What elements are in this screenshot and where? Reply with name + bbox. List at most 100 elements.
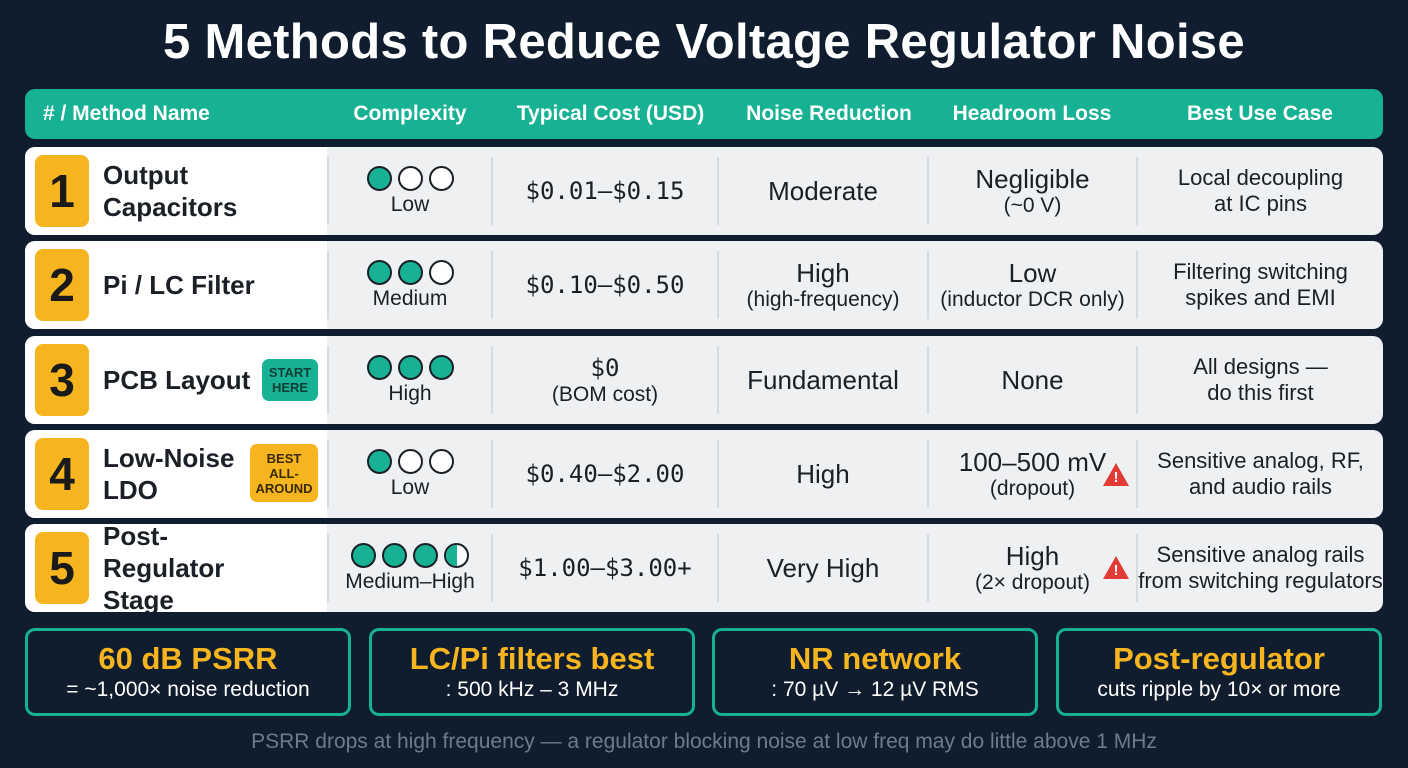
method-name: Pi / LC Filter [103, 241, 273, 329]
page-title: 5 Methods to Reduce Voltage Regulator No… [163, 15, 1245, 69]
filled-circle-icon [366, 354, 392, 380]
method-name: Low-Noise LDO [103, 430, 273, 518]
noise-reduction-cell: Very High [719, 524, 927, 612]
best-all-around-tag: BEST ALL- AROUND [250, 444, 318, 502]
complexity-cell: Medium–High [329, 524, 491, 612]
callout-title: LC/Pi filters best [409, 641, 655, 676]
column-divider [1136, 251, 1138, 319]
use-case-cell: Filtering switching spikes and EMI [1138, 241, 1383, 329]
column-divider [927, 534, 929, 602]
header-headroom: Headroom Loss [952, 102, 1112, 125]
method-number: 1 [35, 155, 89, 227]
callout-title: 60 dB PSRR [98, 641, 278, 676]
headroom-cell: Low (inductor DCR only) [929, 241, 1136, 329]
column-divider [927, 251, 929, 319]
cost-note: (BOM cost) [551, 383, 659, 406]
column-divider [491, 157, 493, 225]
filled-circle-icon [366, 448, 392, 474]
complexity-label: High [388, 381, 432, 405]
column-divider [927, 440, 929, 508]
cost-cell: $0.01–$0.15 [493, 147, 717, 235]
column-divider [491, 534, 493, 602]
callout-subtitle: = ~1,000× noise reduction [66, 678, 310, 701]
filled-circle-icon [428, 354, 454, 380]
headroom-note: (dropout) [989, 477, 1076, 500]
headroom-cell: 100–500 mV (dropout) [929, 430, 1136, 518]
empty-circle-icon [428, 259, 454, 285]
empty-circle-icon [428, 165, 454, 191]
column-divider [1136, 346, 1138, 414]
complexity-label: Low [390, 192, 430, 216]
method-name: PCB Layout [103, 336, 273, 424]
headroom-value: 100–500 mV [958, 447, 1107, 477]
column-divider [327, 440, 329, 508]
noise-reduction-cell: Moderate [719, 147, 927, 235]
headroom-value: Negligible [975, 164, 1090, 194]
headroom-cell: Negligible (~0 V) [929, 147, 1136, 235]
filled-circle-icon [397, 259, 423, 285]
filled-circle-icon [366, 165, 392, 191]
complexity-rating [366, 259, 454, 285]
noise-reduction-value: High [796, 459, 850, 489]
complexity-label: Medium–High [345, 569, 475, 593]
warning-icon [1103, 463, 1129, 486]
headroom-value: High [1005, 541, 1060, 571]
noise-reduction-cell: High [719, 430, 927, 518]
filled-circle-icon [413, 542, 438, 568]
headroom-note: (~0 V) [1003, 194, 1062, 217]
use-case-cell: Sensitive analog rails from switching re… [1138, 524, 1383, 612]
empty-circle-icon [397, 165, 423, 191]
callout-title: Post-regulator [1113, 641, 1325, 676]
callout-box: NR network: 70 µV → 12 µV RMS [712, 628, 1038, 716]
column-divider [327, 534, 329, 602]
method-name: Output Capacitors [103, 147, 273, 235]
column-divider [1136, 157, 1138, 225]
complexity-cell: Low [329, 147, 491, 235]
table-row: 4 Low-Noise LDO BEST ALL- AROUND Low $0.40–$… [25, 430, 1383, 518]
callout-subtitle: cuts ripple by 10× or more [1097, 678, 1341, 701]
noise-reduction-value: Very High [766, 553, 880, 583]
noise-reduction-cell: Fundamental [719, 336, 927, 424]
filled-circle-icon [397, 354, 423, 380]
column-divider [717, 346, 719, 414]
headroom-note: (2× dropout) [975, 571, 1090, 594]
warning-icon-mark: ! [1113, 562, 1119, 579]
filled-circle-icon [366, 259, 392, 285]
complexity-label: Low [390, 475, 430, 499]
cost-value: $1.00–$3.00+ [518, 554, 692, 582]
half-circle-icon [444, 542, 469, 568]
use-case-cell: Local decoupling at IC pins [1138, 147, 1383, 235]
method-name-text: Post-Regulator Stage [103, 524, 225, 612]
header-noise: Noise Reduction [746, 102, 912, 125]
column-divider [327, 157, 329, 225]
complexity-cell: Medium [329, 241, 491, 329]
headroom-cell: None [929, 336, 1136, 424]
noise-reduction-value: High [796, 258, 850, 288]
use-case-text: Sensitive analog, RF, and audio rails [1157, 448, 1364, 499]
method-number: 5 [35, 532, 89, 604]
cost-value: $0.01–$0.15 [525, 177, 685, 205]
cost-cell: $0.40–$2.00 [493, 430, 717, 518]
callout-box: 60 dB PSRR = ~1,000× noise reduction [25, 628, 351, 716]
header-method: # / Method Name [43, 102, 210, 125]
callout-subtitle: : 500 kHz – 3 MHz [445, 678, 619, 701]
column-divider [717, 534, 719, 602]
use-case-cell: All designs — do this first [1138, 336, 1383, 424]
complexity-rating [366, 354, 454, 380]
column-divider [717, 440, 719, 508]
use-case-text: Sensitive analog rails from switching re… [1138, 542, 1383, 593]
complexity-rating [366, 165, 454, 191]
use-case-text: Local decoupling at IC pins [1177, 165, 1344, 216]
method-number: 2 [35, 249, 89, 321]
table-row: 5 Post-Regulator Stage Medium–High $1.00–$3… [25, 524, 1383, 612]
method-name-text: PCB Layout [103, 365, 251, 395]
warning-icon-mark: ! [1113, 469, 1119, 486]
method-number: 4 [35, 438, 89, 510]
warning-icon [1103, 556, 1129, 579]
headroom-note: (inductor DCR only) [940, 288, 1125, 311]
noise-reduction-cell: High (high-frequency) [719, 241, 927, 329]
empty-circle-icon [428, 448, 454, 474]
callout-title: NR network [788, 641, 962, 676]
use-case-text: Filtering switching spikes and EMI [1173, 259, 1348, 310]
